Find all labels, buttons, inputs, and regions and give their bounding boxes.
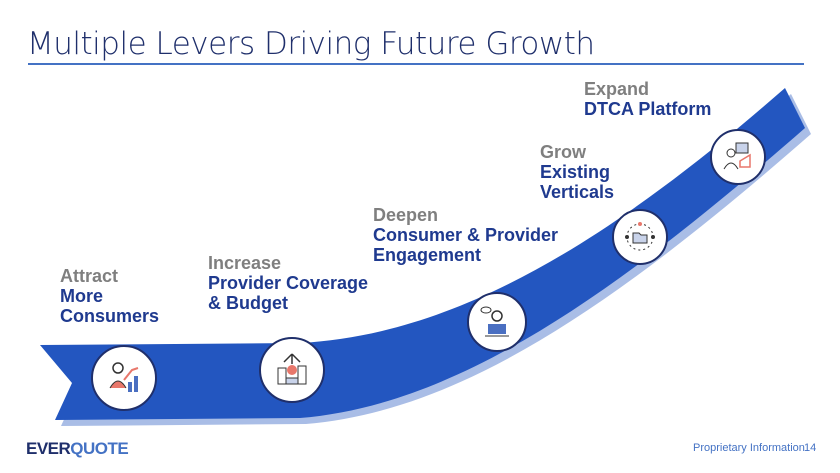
lever-body: & Budget — [208, 293, 288, 313]
lever-body: Provider Coverage — [208, 273, 369, 293]
lever-deepen: Deepen Consumer & Provider Engagement — [373, 205, 558, 265]
lever-lead: Increase — [208, 253, 282, 273]
logo-part: EVER — [26, 439, 71, 458]
agent-laptop-chat-icon — [467, 292, 527, 352]
everquote-logo: EVERQUOTE — [26, 439, 129, 459]
lever-body: DTCA Platform — [584, 99, 712, 119]
lever-lead: Grow — [540, 142, 587, 162]
lever-lead: Deepen — [373, 205, 439, 225]
money-building-icon — [259, 337, 325, 403]
person-growth-chart-icon — [91, 345, 157, 411]
logo-part: QUOTE — [70, 439, 129, 458]
page-title: Multiple Levers Driving Future Growth — [27, 26, 595, 62]
lever-body: Verticals — [540, 182, 615, 202]
agent-desk-screen-icon — [710, 129, 766, 185]
lever-grow: Grow Existing Verticals — [540, 142, 614, 202]
lever-body: Existing — [540, 162, 611, 182]
lever-body: Engagement — [373, 245, 482, 265]
lever-attract: Attract More Consumers — [60, 266, 159, 326]
footer-label: Proprietary Information — [693, 442, 805, 454]
title-divider — [28, 63, 804, 65]
lever-lead: Expand — [584, 79, 650, 99]
page-number: 14 — [804, 442, 817, 454]
lever-increase: Increase Provider Coverage & Budget — [208, 253, 368, 313]
lever-lead: Attract — [60, 266, 119, 286]
lever-expand: Expand DTCA Platform — [584, 79, 711, 119]
folder-network-icon — [612, 209, 668, 265]
lever-body: Consumer & Provider — [373, 225, 559, 245]
lever-body: Consumers — [60, 306, 160, 326]
lever-body: More — [60, 286, 104, 306]
